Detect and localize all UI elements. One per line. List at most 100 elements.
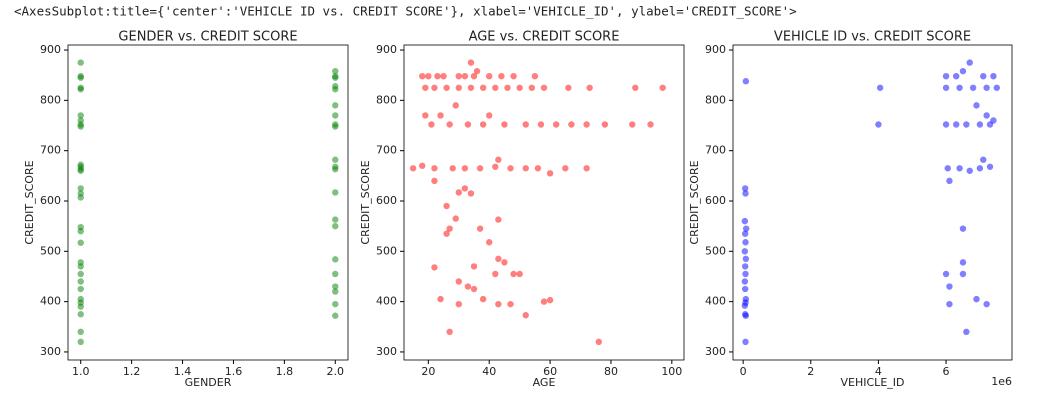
- point: [440, 72, 447, 80]
- point: [443, 230, 450, 237]
- point: [498, 72, 505, 80]
- x-tick-label: 1.4: [174, 365, 192, 378]
- point: [741, 248, 749, 255]
- point: [464, 121, 472, 128]
- point: [77, 303, 84, 310]
- x-tick-label: 4: [875, 365, 882, 378]
- point: [446, 328, 453, 336]
- point: [546, 170, 554, 177]
- y-tick-label: 300: [705, 345, 726, 358]
- point: [742, 312, 750, 319]
- point: [446, 225, 453, 232]
- point: [742, 239, 749, 246]
- point: [528, 84, 536, 91]
- axes-frame: [403, 44, 685, 361]
- point: [647, 121, 654, 128]
- point: [942, 270, 950, 278]
- x-tick-label: 20: [421, 365, 435, 378]
- axes-frame: [67, 44, 349, 361]
- y-tick-label: 700: [376, 144, 397, 157]
- point: [443, 202, 450, 210]
- point: [332, 270, 339, 278]
- point: [467, 59, 475, 66]
- x-tick-label: 2.0: [327, 365, 345, 378]
- point: [332, 112, 339, 119]
- point: [742, 270, 749, 278]
- point: [562, 165, 569, 172]
- point: [425, 72, 432, 80]
- subplot: VEHICLE ID vs. CREDIT SCORE VEHICLE_ID CRE…: [688, 30, 1013, 389]
- point: [455, 278, 462, 285]
- point: [537, 121, 545, 128]
- point: [742, 225, 750, 232]
- point: [953, 72, 960, 80]
- point: [486, 112, 493, 119]
- point: [986, 121, 994, 128]
- point: [455, 300, 462, 308]
- y-tick-label: 500: [40, 244, 61, 257]
- point: [428, 121, 435, 128]
- y-tick-label: 400: [40, 295, 61, 308]
- point: [659, 84, 666, 91]
- point: [501, 259, 508, 266]
- point: [431, 177, 438, 185]
- point: [437, 112, 444, 119]
- point: [332, 67, 339, 75]
- point: [742, 338, 749, 346]
- subplot-title: AGE vs. CREDIT SCORE: [469, 30, 620, 45]
- y-tick-label: 900: [40, 43, 61, 56]
- point: [966, 59, 973, 66]
- point: [522, 121, 529, 128]
- point: [629, 121, 636, 128]
- point: [516, 270, 523, 278]
- point: [946, 283, 953, 290]
- y-tick-label: 300: [376, 345, 397, 358]
- point: [963, 328, 970, 336]
- point: [470, 285, 478, 293]
- x-tick-label: 1.2: [123, 365, 141, 378]
- point: [983, 84, 990, 91]
- point: [540, 84, 548, 91]
- subplot: GENDER vs. CREDIT SCORE GENDER CREDIT_SCOR…: [23, 30, 349, 389]
- point: [77, 270, 84, 278]
- point: [446, 121, 453, 128]
- point: [959, 67, 967, 75]
- y-tick-label: 500: [376, 244, 397, 257]
- point: [470, 263, 478, 270]
- y-axis-label: CREDIT_SCORE: [688, 160, 701, 244]
- y-tick-label: 400: [705, 295, 726, 308]
- point: [332, 102, 339, 109]
- point: [741, 217, 749, 225]
- point: [522, 165, 529, 172]
- x-offset-label: 1e6: [991, 375, 1012, 388]
- point: [973, 295, 980, 303]
- output-text: <AxesSubplot:title={'center':'VEHICLE ID…: [14, 4, 797, 19]
- point: [976, 165, 984, 172]
- point: [510, 72, 517, 80]
- point: [461, 185, 469, 192]
- point: [77, 86, 84, 93]
- point: [479, 295, 487, 303]
- point: [956, 165, 963, 172]
- y-axis-label: CREDIT_SCORE: [359, 160, 372, 244]
- point: [332, 222, 339, 230]
- point: [522, 312, 529, 319]
- point: [546, 296, 554, 304]
- point: [77, 263, 84, 270]
- point: [595, 338, 602, 346]
- point: [540, 298, 548, 305]
- y-tick-label: 700: [40, 144, 61, 157]
- point: [942, 84, 950, 91]
- point: [742, 255, 750, 263]
- point: [986, 163, 994, 170]
- y-tick-label: 900: [705, 43, 726, 56]
- point: [501, 121, 508, 128]
- point: [431, 84, 438, 91]
- subplot-title: GENDER vs. CREDIT SCORE: [118, 30, 297, 45]
- x-tick-label: 2: [807, 365, 814, 378]
- point: [77, 239, 84, 246]
- point: [959, 259, 967, 266]
- point: [583, 121, 590, 128]
- point: [470, 72, 478, 80]
- y-tick-label: 400: [376, 295, 397, 308]
